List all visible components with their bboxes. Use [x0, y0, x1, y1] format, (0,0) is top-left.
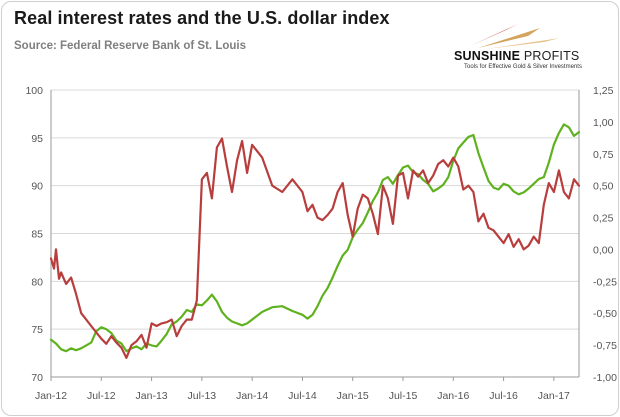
logo-tagline: Tools for Effective Gold & Silver Invest…	[464, 64, 582, 70]
y-right-tick-label: -1,00	[593, 372, 617, 384]
x-tick-label: Jan-12	[35, 390, 67, 402]
y-right-tick-label: -0,25	[593, 276, 617, 288]
y-right-tick-label: -0,50	[593, 308, 617, 320]
y-right-tick-label: 1,25	[593, 85, 614, 97]
y-right-tick-label: -0,75	[593, 340, 617, 352]
x-tick-label: Jan-13	[136, 390, 168, 402]
series-line-dollar-index	[49, 123, 581, 353]
x-tick-label: Jan-14	[236, 390, 268, 402]
y-left-tick-label: 80	[31, 276, 43, 288]
y-right-tick-label: 0,50	[593, 181, 614, 193]
logo-brand-right: PROFITS	[523, 49, 580, 63]
x-tick-label: Jul-16	[489, 390, 518, 402]
logo-brand-left: SUNSHINE	[454, 49, 521, 63]
x-tick-label: Jul-12	[87, 390, 116, 402]
y-right-tick-label: 0,75	[593, 149, 614, 161]
y-left-tick-label: 95	[31, 133, 43, 145]
x-tick-label: Jan-15	[337, 390, 369, 402]
sunshine-profits-logo-icon	[470, 24, 560, 49]
x-tick-label: Jul-14	[288, 390, 317, 402]
x-tick-label: Jan-17	[538, 390, 570, 402]
y-left-tick-label: 85	[31, 229, 43, 241]
logo-ray-light	[486, 38, 560, 49]
y-right-tick-label: 0,00	[593, 244, 614, 256]
logo-ray-red	[470, 24, 518, 46]
y-left-tick-label: 100	[25, 85, 43, 97]
logo-ray-gold	[478, 28, 540, 48]
logo-brand: SUNSHINE PROFITS	[454, 49, 579, 63]
y-left-tick-label: 70	[31, 372, 43, 384]
chart-source: Source: Federal Reserve Bank of St. Loui…	[14, 40, 246, 52]
y-left-tick-label: 75	[31, 324, 43, 336]
y-right-tick-label: 0,25	[593, 213, 614, 225]
x-tick-label: Jul-13	[188, 390, 217, 402]
x-tick-label: Jul-15	[389, 390, 418, 402]
y-left-tick-label: 90	[31, 181, 43, 193]
y-right-tick-label: 1,00	[593, 117, 614, 129]
chart-title: Real interest rates and the U.S. dollar …	[14, 8, 390, 28]
x-tick-label: Jan-16	[437, 390, 469, 402]
series-line-real-rates	[49, 137, 581, 359]
